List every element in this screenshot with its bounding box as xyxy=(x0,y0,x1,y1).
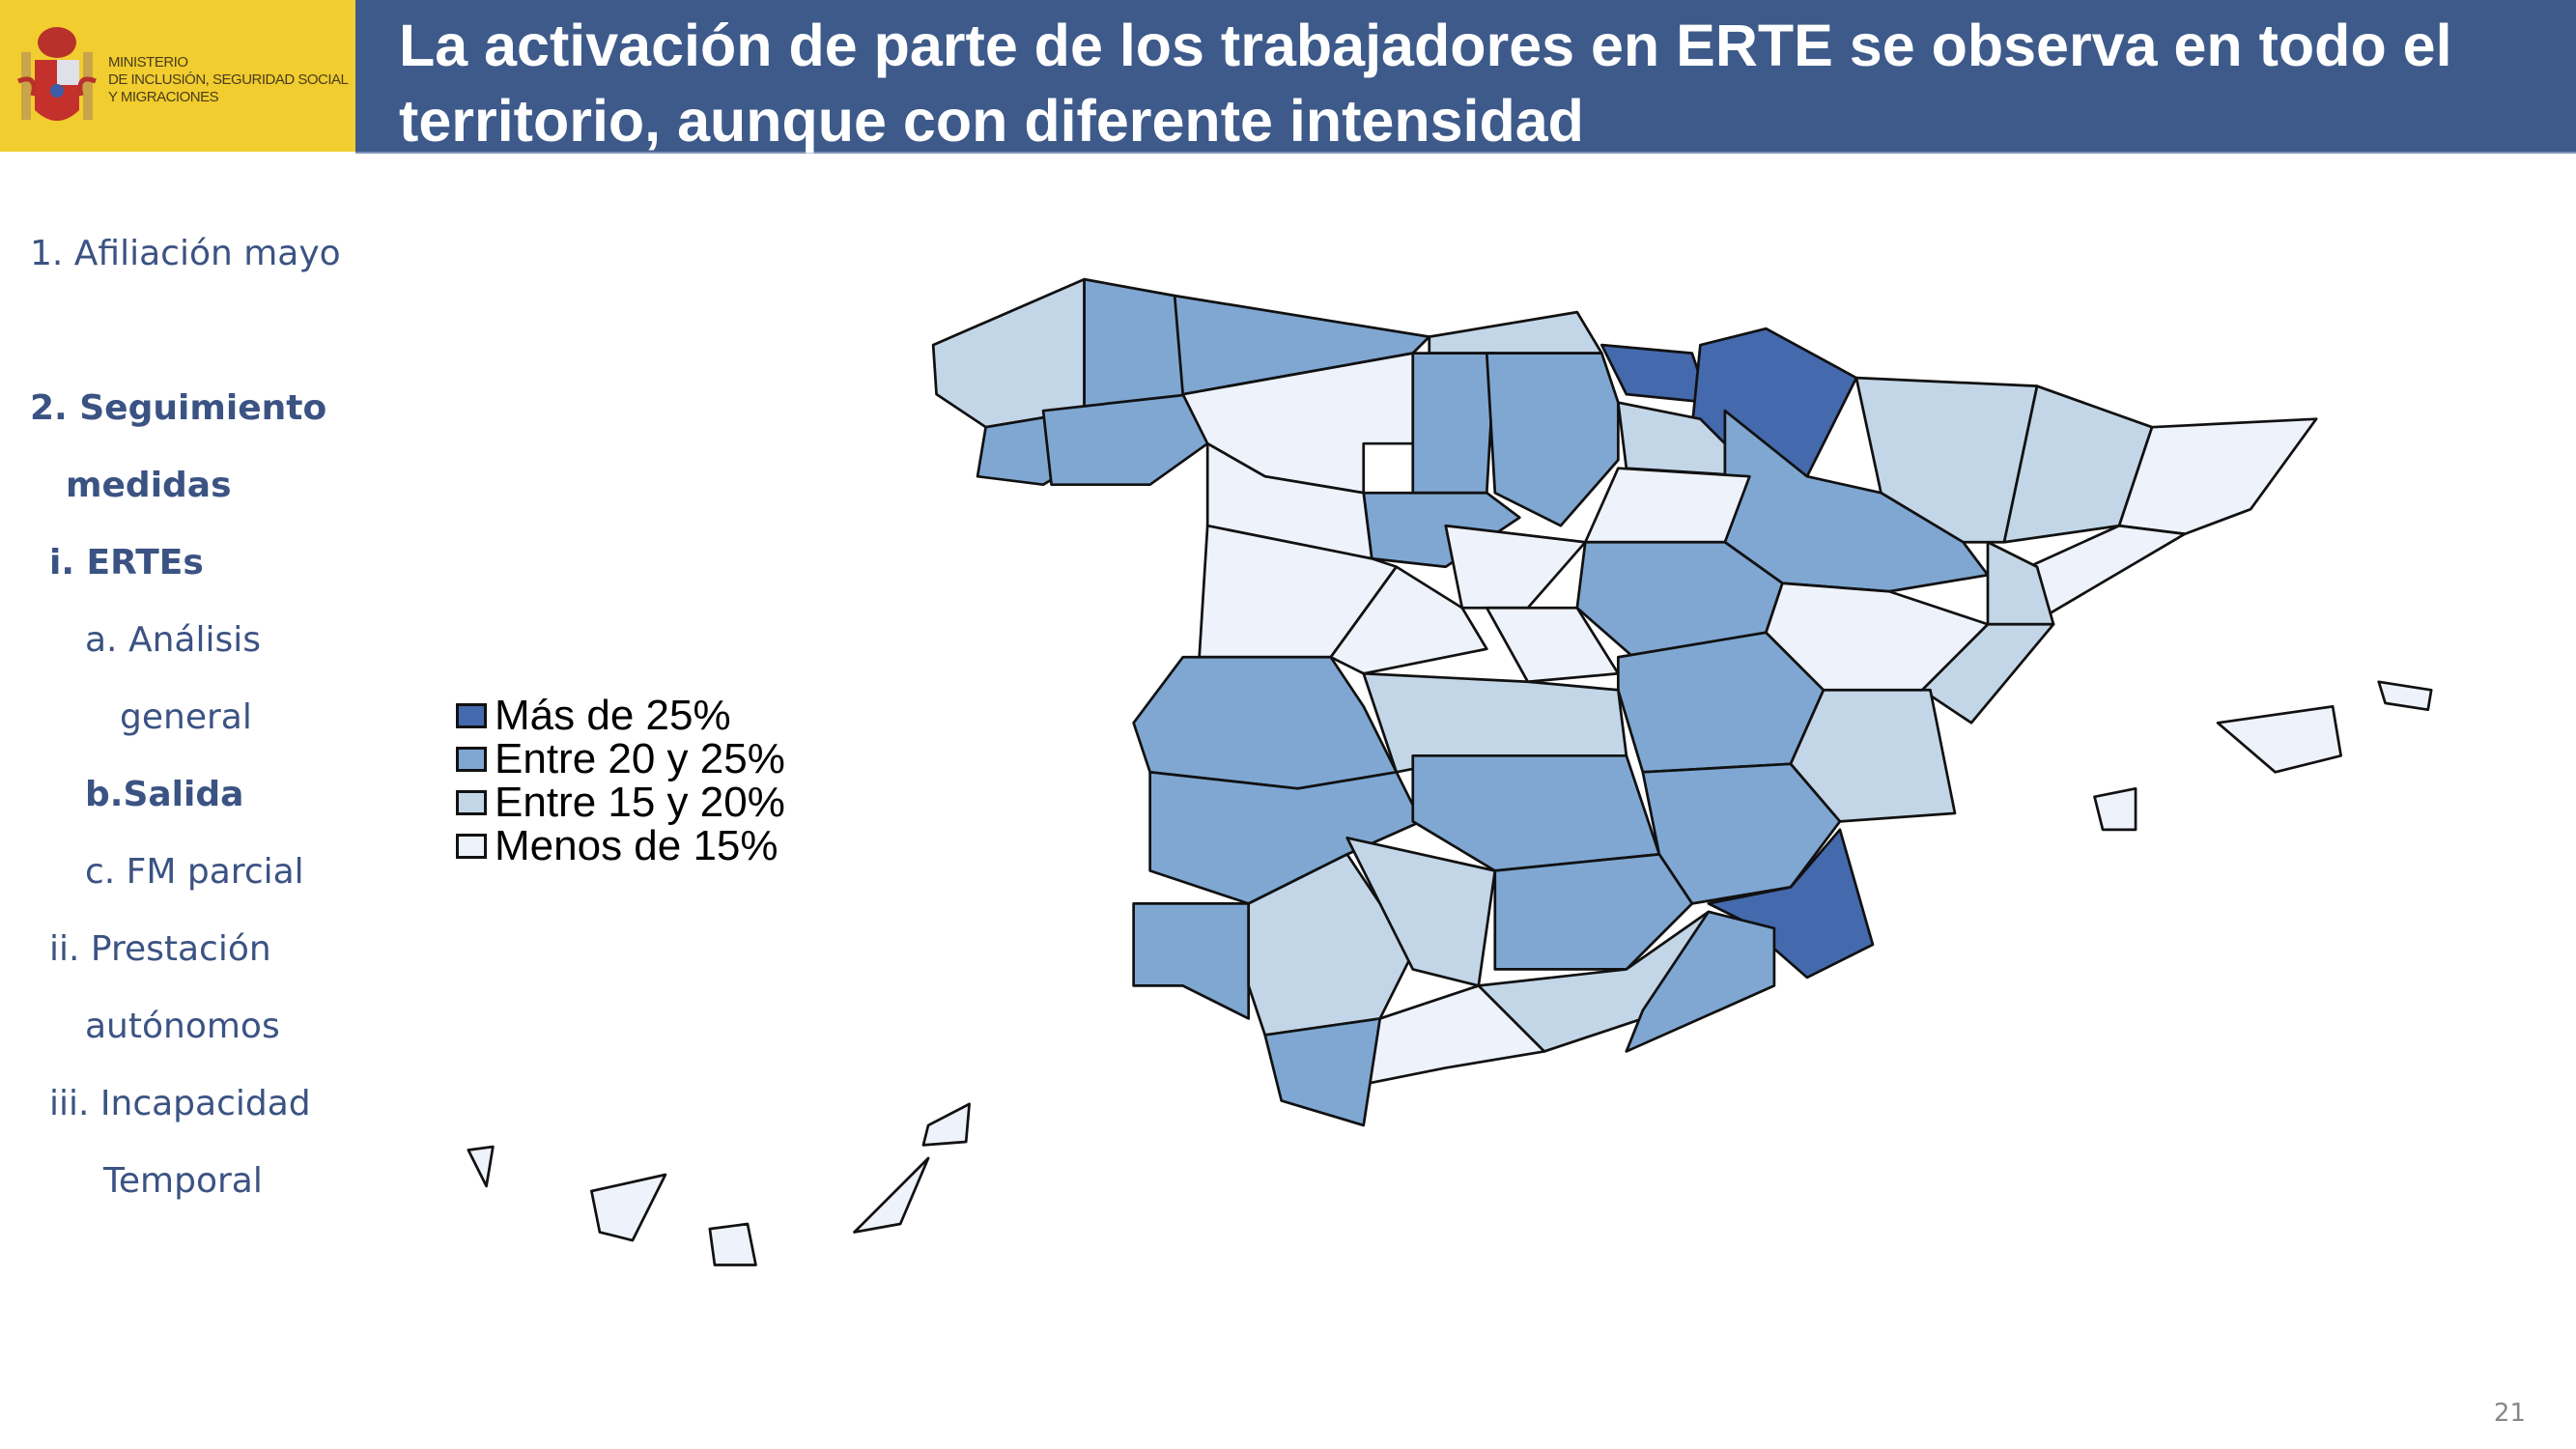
legend-swatch xyxy=(456,746,487,772)
province-region xyxy=(2117,417,2318,536)
legend-label: Entre 20 y 25% xyxy=(495,734,785,782)
map-legend: Más de 25% Entre 20 y 25% Entre 15 y 20%… xyxy=(456,691,785,869)
page-title: La activación de parte de los trabajador… xyxy=(399,13,2452,154)
legend-item: Entre 15 y 20% xyxy=(456,778,785,826)
province-region xyxy=(1485,352,1620,527)
legend-label: Más de 25% xyxy=(495,691,731,739)
province-region xyxy=(590,1173,667,1242)
sidebar-item[interactable]: ii. Prestación xyxy=(49,929,271,969)
sidebar-item[interactable]: c. FM parcial xyxy=(85,852,304,892)
province-region xyxy=(921,1102,971,1147)
sidebar-item[interactable]: general xyxy=(120,697,252,737)
province-region xyxy=(1041,392,1209,487)
legend-swatch xyxy=(456,833,487,859)
logo-line: Y MIGRACIONES xyxy=(108,89,219,105)
sidebar-item[interactable]: b.Salida xyxy=(85,775,244,814)
logo-line: MINISTERIO xyxy=(108,54,188,71)
legend-item: Más de 25% xyxy=(456,691,785,739)
province-region xyxy=(2377,680,2433,712)
province-region xyxy=(1263,1017,1382,1127)
ministry-logo: MINISTERIO DE INCLUSIÓN, SEGURIDAD SOCIA… xyxy=(0,0,355,152)
logo-line: DE INCLUSIÓN, SEGURIDAD SOCIAL xyxy=(108,71,349,88)
province-region xyxy=(1132,655,1399,790)
sidebar-item[interactable]: iii. Incapacidad xyxy=(49,1084,311,1123)
province-region xyxy=(2216,704,2342,774)
province-region xyxy=(931,277,1086,429)
province-region xyxy=(1493,852,1694,971)
province-region xyxy=(1583,467,1751,544)
province-region xyxy=(467,1145,495,1188)
province-region xyxy=(1329,565,1488,675)
province-region xyxy=(1411,753,1661,872)
sidebar-item[interactable]: a. Análisis xyxy=(85,620,261,660)
sidebar-item[interactable]: autónomos xyxy=(85,1007,280,1046)
legend-item: Entre 20 y 25% xyxy=(456,734,785,782)
sidebar-item[interactable]: medidas xyxy=(66,466,232,505)
legend-label: Entre 15 y 20% xyxy=(495,778,785,826)
sidebar-item[interactable]: 1. Afiliación mayo xyxy=(30,234,341,273)
province-region xyxy=(2093,786,2137,832)
province-region xyxy=(708,1222,757,1266)
province-region xyxy=(2027,524,2187,618)
sidebar-item[interactable]: 2. Seguimiento xyxy=(30,388,327,428)
province-region xyxy=(1411,352,1497,495)
province-region xyxy=(1625,910,1776,1053)
page-number: 21 xyxy=(2493,1399,2526,1428)
province-region xyxy=(1765,582,1990,692)
header-bar: La activación de parte de los trabajador… xyxy=(355,0,2576,154)
province-region xyxy=(1599,343,1711,405)
sidebar-item[interactable]: i. ERTEs xyxy=(49,543,204,582)
province-region xyxy=(853,1156,930,1234)
province-region xyxy=(1148,770,1423,905)
province-region xyxy=(1854,376,2039,544)
sidebar-item[interactable]: Temporal xyxy=(103,1161,263,1201)
province-region xyxy=(1444,524,1587,610)
legend-label: Menos de 15% xyxy=(495,821,778,869)
legend-item: Menos de 15% xyxy=(456,821,785,869)
province-region xyxy=(1428,310,1603,355)
legend-swatch xyxy=(456,702,487,728)
coat-of-arms-icon xyxy=(17,27,97,121)
legend-swatch xyxy=(456,789,487,815)
province-region xyxy=(1132,902,1251,1020)
